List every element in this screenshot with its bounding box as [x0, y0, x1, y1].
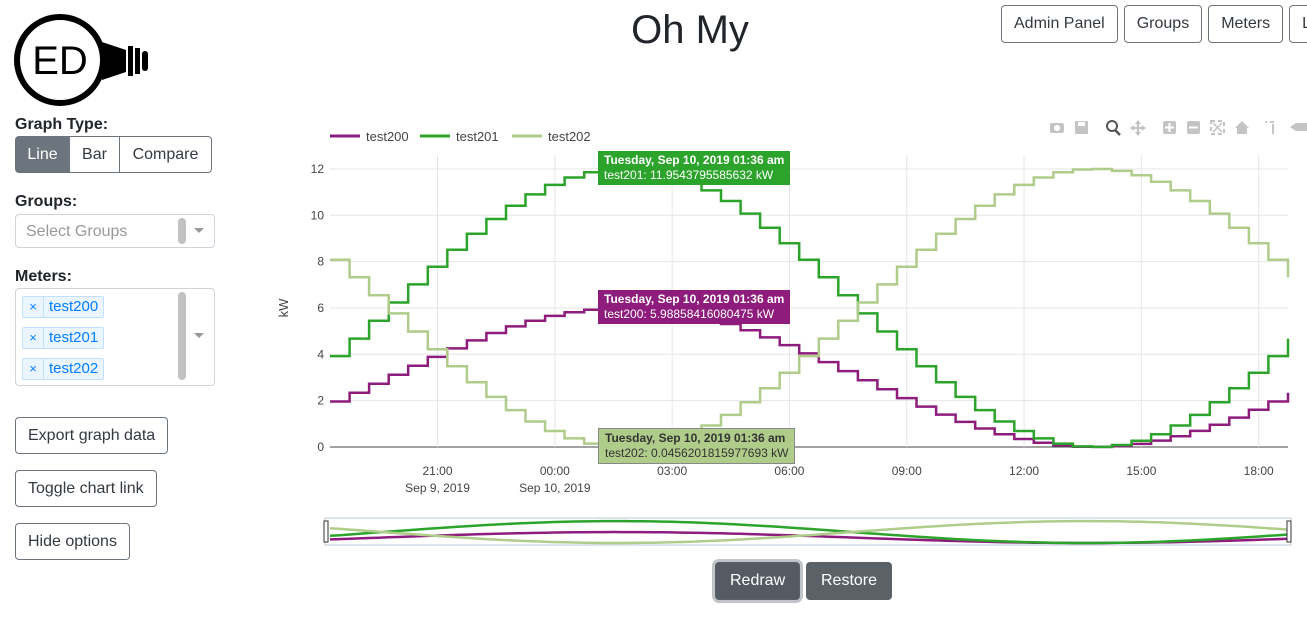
tooltip-date: Tuesday, Sep 10, 2019 01:36 am	[604, 292, 785, 306]
chevron-down-icon[interactable]	[194, 228, 204, 233]
restore-button[interactable]: Restore	[806, 562, 893, 600]
y-axis-label: kW	[276, 298, 291, 318]
y-tick-label: 2	[317, 394, 324, 408]
legend-label: test200	[366, 129, 409, 144]
y-tick-label: 10	[311, 208, 325, 222]
range-slider-handle-right[interactable]	[1286, 520, 1292, 543]
zoom-in-icon[interactable]	[1163, 121, 1176, 134]
x-tick-sublabel: Sep 10, 2019	[519, 481, 591, 495]
x-tick-label: 12:00	[1009, 464, 1039, 478]
y-axis: 0 2 4 6 8 10 12	[311, 162, 325, 454]
reset-axes-icon[interactable]	[1235, 121, 1249, 134]
meter-chip: × test202	[22, 358, 105, 380]
export-graph-data-button[interactable]: Export graph data	[15, 417, 169, 454]
chart-series	[330, 167, 1290, 449]
legend-item-test200[interactable]: test200	[330, 129, 409, 144]
meter-chip-label: test201	[49, 329, 99, 346]
remove-chip-icon[interactable]: ×	[23, 328, 44, 348]
tooltip-value: test201: 11.9543795585632 kW	[604, 168, 774, 182]
tooltip-test202: Tuesday, Sep 10, 2019 01:36 am test202: …	[598, 428, 796, 464]
range-slider-line-test201	[329, 519, 1289, 545]
tooltip-test200: Tuesday, Sep 10, 2019 01:36 am test200: …	[598, 290, 791, 324]
x-tick-label: 09:00	[892, 464, 922, 478]
camera-icon[interactable]	[1050, 123, 1064, 133]
x-tick-sublabel: Sep 9, 2019	[405, 481, 470, 495]
groups-select[interactable]: Select Groups	[15, 214, 215, 248]
graph-type-group: Line Bar Compare	[15, 136, 212, 173]
x-tick-label: 03:00	[657, 464, 687, 478]
x-tick-label: 00:00	[540, 464, 570, 478]
tooltip-date: Tuesday, Sep 10, 2019 01:36 am	[605, 431, 786, 445]
meters-select[interactable]: × test200 × test201 × test202	[15, 288, 215, 386]
meters-scrollbar[interactable]	[178, 292, 186, 380]
legend-label: test202	[548, 129, 591, 144]
legend-label: test201	[456, 129, 499, 144]
autoscale-icon[interactable]	[1210, 120, 1225, 135]
remove-chip-icon[interactable]: ×	[23, 297, 44, 317]
series-line-test201	[330, 167, 1290, 449]
zoom-icon[interactable]	[1106, 120, 1121, 136]
y-tick-label: 0	[317, 440, 324, 454]
save-icon[interactable]	[1075, 121, 1088, 134]
toggle-chart-link-button[interactable]: Toggle chart link	[15, 470, 157, 507]
y-tick-label: 4	[317, 347, 324, 361]
meters-label: Meters:	[15, 268, 72, 285]
range-slider-handle-left[interactable]	[323, 520, 329, 543]
oed-logo: ED	[14, 14, 148, 106]
remove-chip-icon[interactable]: ×	[23, 359, 44, 379]
tooltip-date: Tuesday, Sep 10, 2019 01:36 am	[604, 153, 785, 167]
pan-icon[interactable]	[1130, 120, 1146, 136]
x-tick-label: 06:00	[774, 464, 804, 478]
meter-chip: × test200	[22, 296, 105, 318]
login-nav-button[interactable]: L	[1289, 5, 1307, 43]
hide-options-button[interactable]: Hide options	[15, 523, 130, 560]
hover-icon[interactable]	[1290, 123, 1307, 131]
x-tick-label: 15:00	[1126, 464, 1156, 478]
x-tick-label: 18:00	[1244, 464, 1274, 478]
meters-nav-button[interactable]: Meters	[1208, 5, 1284, 43]
admin-panel-button[interactable]: Admin Panel	[1001, 5, 1118, 43]
meter-chip-label: test202	[49, 360, 99, 377]
chevron-down-icon[interactable]	[194, 333, 204, 338]
redraw-button[interactable]: Redraw	[715, 562, 801, 600]
groups-scrollbar[interactable]	[178, 218, 186, 244]
y-tick-label: 8	[317, 255, 324, 269]
modebar	[1050, 120, 1307, 136]
spike-lines-icon[interactable]	[1265, 121, 1274, 134]
series-line-test202	[330, 167, 1290, 449]
groups-nav-button[interactable]: Groups	[1123, 5, 1203, 43]
line-chart: test200 test201 test202 0 2 4 6 8 10 12 21:00 Sep…	[276, 120, 1307, 546]
range-slider[interactable]	[323, 517, 1292, 546]
logo-text: ED	[32, 39, 88, 83]
tooltip-value: test200: 5.98858416080475 kW	[604, 307, 775, 321]
tooltip-value: test202: 0.0456201815977693 kW	[605, 446, 789, 460]
x-tick-label: 21:00	[423, 464, 453, 478]
chart-grid	[330, 155, 1288, 448]
graph-type-line-button[interactable]: Line	[15, 136, 70, 173]
zoom-out-icon[interactable]	[1187, 121, 1200, 134]
legend-item-test202[interactable]: test202	[512, 129, 591, 144]
series-line-test200	[330, 306, 1290, 449]
graph-type-bar-button[interactable]: Bar	[70, 136, 120, 173]
top-nav: Admin Panel Groups Meters L	[1001, 5, 1307, 43]
x-axis: 21:00 Sep 9, 2019 00:00 Sep 10, 2019 03:00 06…	[405, 464, 1274, 495]
page-title: Oh My	[631, 8, 749, 52]
graph-type-label: Graph Type:	[15, 116, 109, 133]
legend-item-test201[interactable]: test201	[420, 129, 499, 144]
groups-label: Groups:	[15, 193, 78, 210]
chart-legend[interactable]: test200 test201 test202	[330, 129, 591, 144]
meter-chip: × test201	[22, 327, 105, 349]
y-tick-label: 6	[317, 301, 324, 315]
y-tick-label: 12	[311, 162, 325, 176]
graph-type-compare-button[interactable]: Compare	[120, 136, 212, 173]
range-slider-line-test202	[329, 519, 1289, 545]
meter-chip-label: test200	[49, 298, 99, 315]
tooltip-test201: Tuesday, Sep 10, 2019 01:36 am test201: …	[598, 151, 791, 185]
groups-placeholder: Select Groups	[26, 223, 128, 240]
